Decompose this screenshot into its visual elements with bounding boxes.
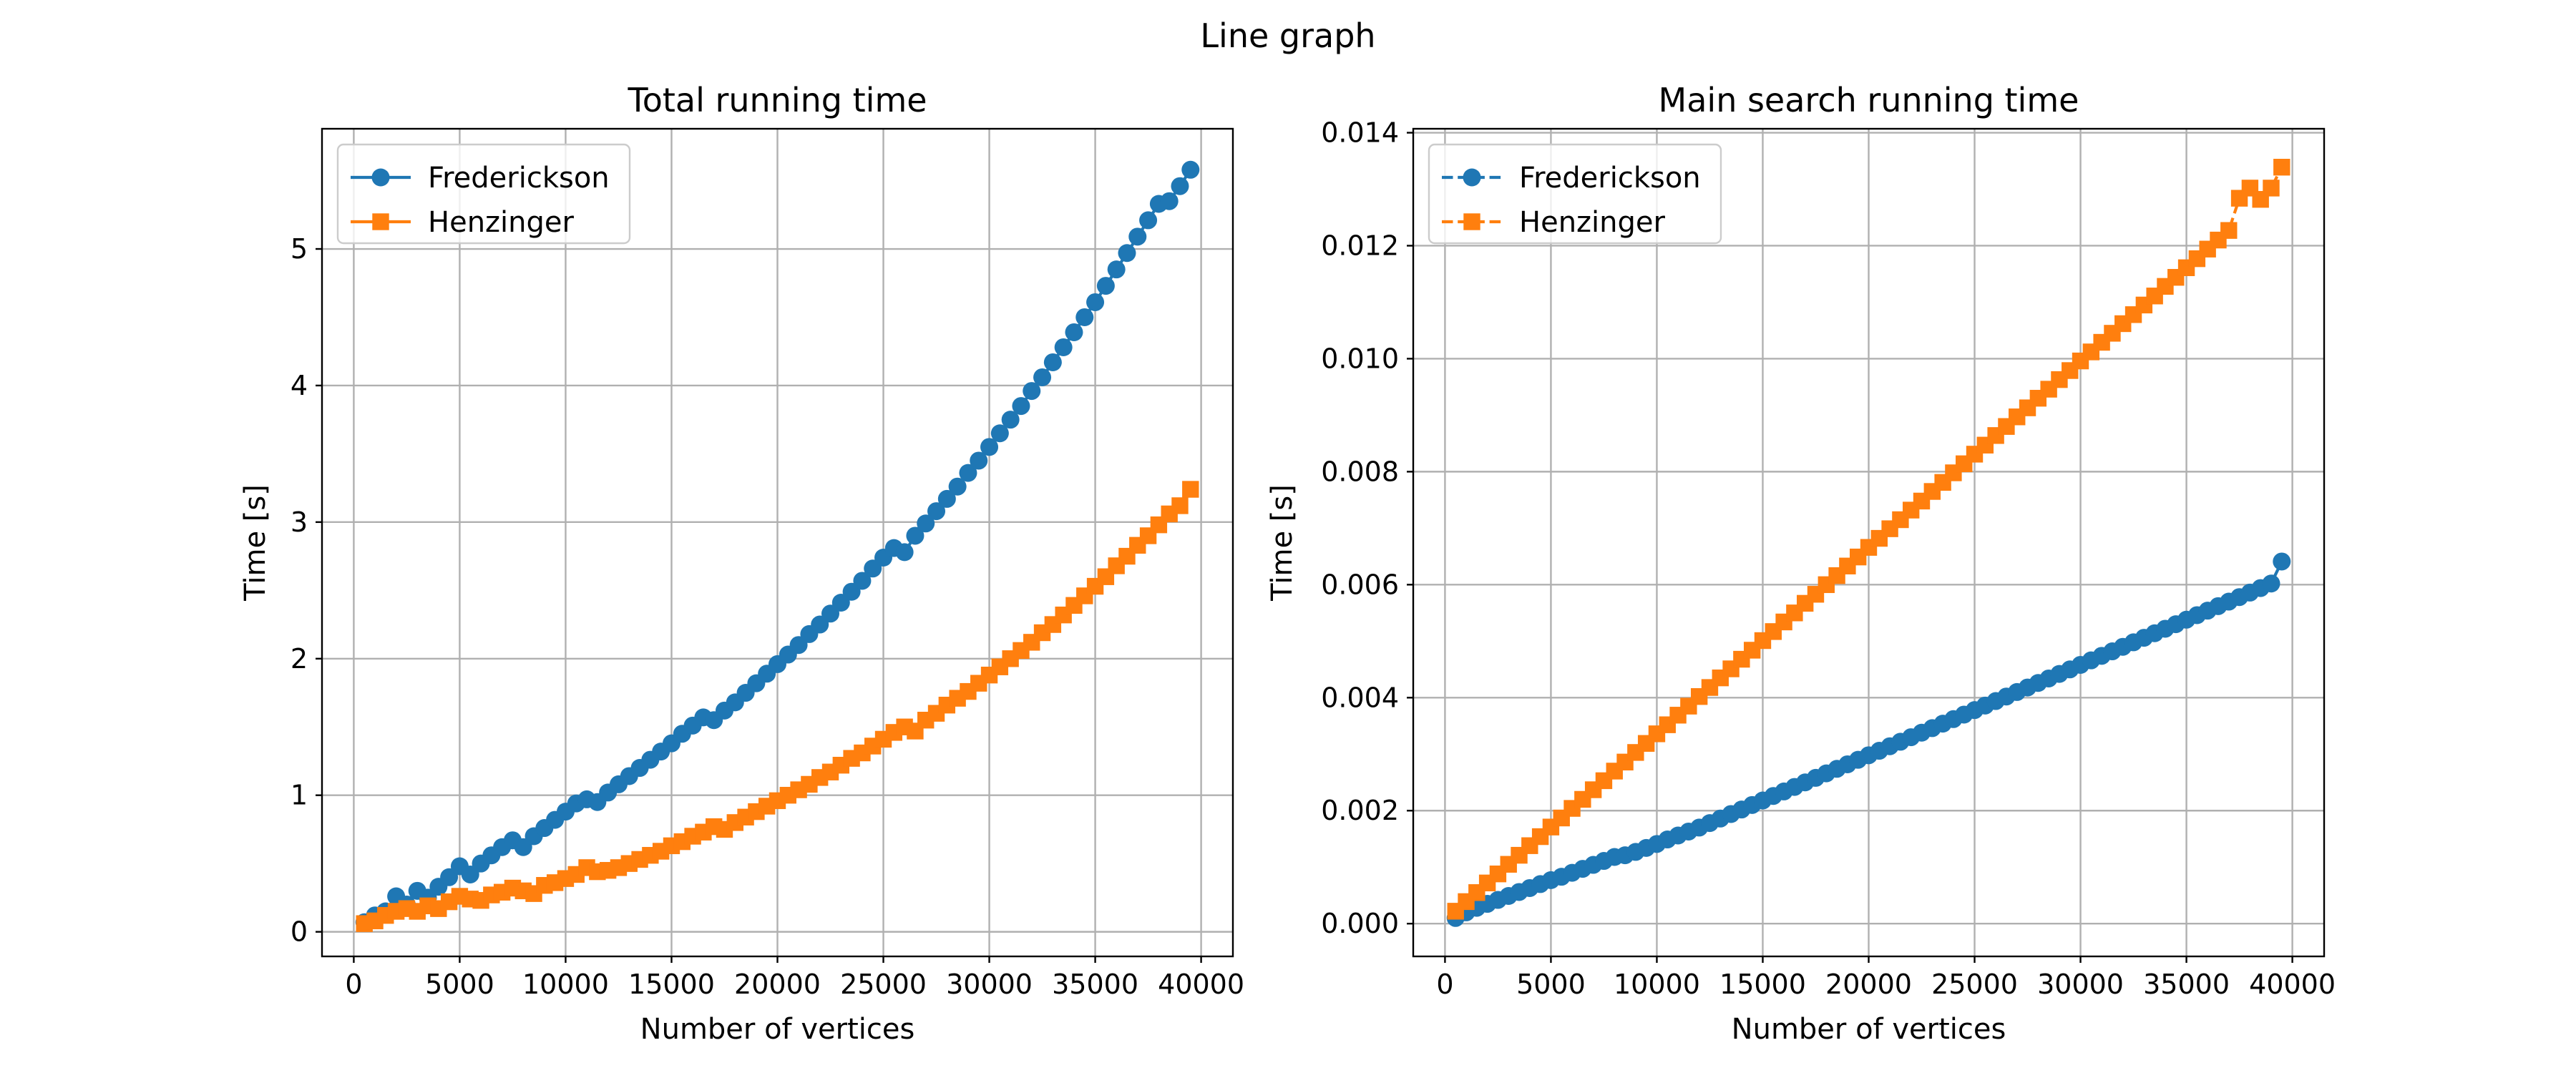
p0-point-frederickson-51 <box>895 543 914 562</box>
p0-point-frederickson-63 <box>1023 382 1041 401</box>
p1-y-tick-label-1: 0.002 <box>1321 795 1399 826</box>
p0-y-tick-label-5: 5 <box>291 233 308 265</box>
p1-point-frederickson-78 <box>2273 552 2291 571</box>
p1-x-tick-label-5: 25000 <box>1931 969 2018 1000</box>
p0-point-frederickson-77 <box>1171 177 1189 195</box>
p0-x-axis-label: Number of vertices <box>640 1013 915 1046</box>
p1-x-tick-label-3: 15000 <box>1719 969 1806 1000</box>
p0-point-frederickson-54 <box>927 502 946 521</box>
p0-legend-frame <box>336 143 631 245</box>
p1-x-axis-label: Number of vertices <box>1732 1013 2006 1046</box>
p0-x-tick-label-5: 25000 <box>840 969 927 1000</box>
p0-x-tick-label-2: 10000 <box>522 969 609 1000</box>
p0-point-frederickson-69 <box>1086 293 1105 311</box>
p1-y-tick-label-5: 0.010 <box>1321 343 1399 374</box>
p0-point-frederickson-71 <box>1107 260 1126 279</box>
p0-y-tick-label-0: 0 <box>291 916 308 948</box>
p0-point-frederickson-74 <box>1139 211 1158 230</box>
p0-y-tick-label-4: 4 <box>291 370 308 401</box>
p0-point-frederickson-66 <box>1054 338 1073 356</box>
p0-point-frederickson-76 <box>1160 192 1179 210</box>
p1-legend: Frederickson Henzinger <box>1428 143 1722 245</box>
p0-point-frederickson-73 <box>1128 227 1147 246</box>
p0-x-tick-label-8: 40000 <box>1158 969 1244 1000</box>
p1-point-henzinger-73 <box>2220 222 2238 239</box>
panel-main-search-running-time: 0 5000 10000 15000 20000 25000 30000 35000 40000… <box>1266 81 2336 1046</box>
p0-point-frederickson-65 <box>1043 353 1062 371</box>
p0-x-tick-label-1: 5000 <box>425 969 494 1000</box>
p0-legend-label-henzinger: Henzinger <box>428 206 575 239</box>
p0-point-frederickson-52 <box>906 526 924 545</box>
p0-point-frederickson-47 <box>853 572 872 590</box>
p0-legend-marker-frederickson <box>371 168 390 187</box>
p0-point-frederickson-72 <box>1118 244 1136 263</box>
p1-x-tick-label-1: 5000 <box>1516 969 1586 1000</box>
p0-point-frederickson-59 <box>980 438 999 456</box>
p1-x-tick-label-6: 30000 <box>2037 969 2124 1000</box>
p0-y-tick-label-1: 1 <box>291 780 308 811</box>
p0-series-frederickson <box>355 160 1200 931</box>
p1-x-tick-label-7: 35000 <box>2143 969 2230 1000</box>
p0-y-tick-label-2: 2 <box>291 643 308 675</box>
p1-y-tick-label-2: 0.004 <box>1321 682 1399 713</box>
p0-point-frederickson-62 <box>1012 397 1030 416</box>
p1-legend-label-henzinger: Henzinger <box>1519 206 1666 239</box>
p0-x-tick-label-6: 30000 <box>946 969 1033 1000</box>
p1-x-tick-label-0: 0 <box>1436 969 1453 1000</box>
p0-point-frederickson-64 <box>1033 368 1052 386</box>
p0-y-tick-label-3: 3 <box>291 506 308 538</box>
p0-point-frederickson-61 <box>1001 411 1020 429</box>
p1-legend-marker-henzinger <box>1463 213 1480 230</box>
p1-point-henzinger-77 <box>2263 180 2280 197</box>
p0-legend: Frederickson Henzinger <box>336 143 631 245</box>
p0-point-frederickson-56 <box>948 477 967 496</box>
p1-y-tick-label-6: 0.012 <box>1321 230 1399 261</box>
p1-series-henzinger <box>1447 159 2290 920</box>
p0-x-tick-label-0: 0 <box>345 969 362 1000</box>
p1-point-henzinger-78 <box>2273 159 2290 176</box>
p0-legend-label-frederickson: Frederickson <box>428 162 610 195</box>
figure-suptitle: Line graph <box>1200 16 1375 55</box>
p1-y-tick-label-0: 0.000 <box>1321 908 1399 939</box>
p0-legend-marker-henzinger <box>372 213 389 230</box>
p0-point-henzinger-78 <box>1182 481 1199 498</box>
p0-point-frederickson-68 <box>1075 308 1094 326</box>
p0-point-frederickson-67 <box>1065 323 1083 341</box>
p1-title: Main search running time <box>1659 81 2079 119</box>
p0-point-frederickson-78 <box>1181 160 1200 179</box>
p1-x-tick-label-8: 40000 <box>2249 969 2336 1000</box>
p1-x-tick-label-4: 20000 <box>1825 969 1912 1000</box>
p0-point-henzinger-77 <box>1171 497 1189 514</box>
p1-y-axis-label: Time [s] <box>1266 484 1299 602</box>
panel-total-running-time: 0 5000 10000 15000 20000 25000 30000 35000 40000… <box>239 81 1244 1046</box>
p0-point-frederickson-58 <box>970 451 988 470</box>
p0-point-frederickson-60 <box>990 424 1009 443</box>
p1-point-frederickson-77 <box>2262 574 2280 593</box>
p0-x-tick-label-3: 15000 <box>628 969 715 1000</box>
p0-series-henzinger <box>356 481 1199 932</box>
p0-title: Total running time <box>627 81 927 119</box>
p0-x-tick-label-4: 20000 <box>734 969 821 1000</box>
p1-y-tick-label-4: 0.008 <box>1321 456 1399 487</box>
p1-x-tick-label-2: 10000 <box>1614 969 1700 1000</box>
p1-series-frederickson <box>1446 552 2291 927</box>
p1-legend-marker-frederickson <box>1463 168 1481 187</box>
p0-x-tick-label-7: 35000 <box>1052 969 1138 1000</box>
p0-point-frederickson-57 <box>959 464 977 482</box>
p0-point-frederickson-53 <box>917 514 935 533</box>
p0-point-frederickson-55 <box>937 489 956 508</box>
p1-y-tick-label-7: 0.014 <box>1321 117 1399 149</box>
p1-y-tick-label-3: 0.006 <box>1321 569 1399 600</box>
p0-point-frederickson-70 <box>1096 277 1115 295</box>
p1-legend-label-frederickson: Frederickson <box>1519 162 1701 195</box>
p0-y-axis-label: Time [s] <box>239 484 272 602</box>
p1-legend-frame <box>1428 143 1722 245</box>
